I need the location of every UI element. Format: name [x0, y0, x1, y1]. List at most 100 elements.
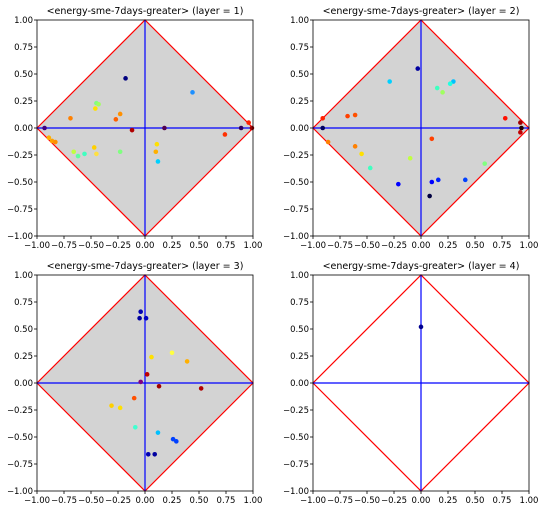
x-tick-label: 0.00 — [136, 496, 155, 506]
y-tick-label: 0.25 — [14, 97, 33, 107]
data-point — [238, 125, 244, 131]
y-tick-label: 0.00 — [290, 124, 309, 134]
data-point — [352, 112, 358, 118]
x-tick-label: 1.00 — [244, 496, 263, 506]
chart-title: <energy-sme-7days-greater> (layer = 3) — [47, 261, 244, 272]
y-tick-label: −0.75 — [283, 460, 309, 470]
x-tick-label: 0.50 — [466, 496, 485, 506]
data-point — [138, 379, 143, 385]
x-tick-label: 0.25 — [439, 241, 458, 251]
data-point — [429, 136, 435, 142]
y-tick-label: −0.50 — [7, 433, 33, 443]
x-tick-label: −1.00 — [24, 496, 50, 506]
y-tick-label: −1.00 — [283, 487, 309, 497]
y-tick-label: −1.00 — [7, 232, 33, 242]
y-tick-label: 0.50 — [290, 325, 309, 335]
data-point — [71, 149, 77, 155]
y-tick-label: 0.50 — [14, 325, 33, 335]
data-point — [440, 90, 445, 95]
data-point — [145, 451, 151, 457]
data-point — [138, 309, 143, 315]
data-point — [184, 359, 190, 364]
y-tick-label: 0.75 — [14, 43, 33, 53]
data-point — [190, 90, 195, 95]
data-point — [109, 403, 114, 408]
data-point — [96, 101, 101, 107]
chart-panel-layer-3: −1.00 −0.75 −0.50 −0.25 0.00 0.25 0.50 0.75 1.00… — [7, 261, 263, 506]
x-tick-label: −0.25 — [105, 241, 131, 251]
x-tick-label: 0.75 — [493, 241, 512, 251]
data-point — [144, 372, 150, 377]
x-tick-label: 1.00 — [520, 496, 539, 506]
y-tick-label: 0.75 — [290, 298, 309, 308]
x-tick-label: −0.50 — [354, 496, 380, 506]
data-point — [117, 405, 123, 411]
data-point — [345, 113, 350, 119]
x-tick-label: 0.00 — [136, 241, 155, 251]
data-point — [129, 127, 135, 133]
data-point — [143, 315, 149, 321]
y-tick-label: 0.00 — [14, 124, 33, 134]
y-tick-label: −0.50 — [7, 178, 33, 188]
data-point — [352, 144, 358, 149]
data-point — [415, 66, 421, 71]
y-tick-label: 0.25 — [14, 352, 33, 362]
x-tick-label: 0.00 — [412, 241, 431, 251]
chart-panel-layer-1: −1.00 −0.75 −0.50 −0.25 0.00 0.25 0.50 0.75 1.00… — [7, 6, 263, 251]
data-point — [117, 111, 123, 117]
chart-title: <energy-sme-7days-greater> (layer = 4) — [323, 261, 520, 272]
x-tick-label: −0.50 — [354, 241, 380, 251]
x-tick-label: 0.25 — [163, 496, 182, 506]
data-point — [320, 125, 326, 131]
chart-panel-layer-2: −1.00 −0.75 −0.50 −0.25 0.00 0.25 0.50 0.75 1.00… — [283, 6, 539, 251]
x-tick-label: 1.00 — [520, 241, 539, 251]
x-tick-label: 0.25 — [439, 496, 458, 506]
data-point — [367, 165, 373, 171]
data-point — [518, 130, 523, 135]
data-point — [46, 135, 52, 141]
x-tick-label: −0.75 — [51, 496, 77, 506]
data-point — [325, 139, 331, 145]
x-tick-label: −1.00 — [300, 496, 326, 506]
data-point — [359, 151, 364, 157]
x-tick-label: 0.75 — [217, 496, 236, 506]
data-point — [75, 153, 81, 159]
y-tick-label: 1.00 — [14, 271, 33, 281]
x-tick-label: −0.50 — [78, 496, 104, 506]
data-point — [407, 155, 413, 161]
x-tick-label: 0.75 — [493, 496, 512, 506]
chart-panel-layer-4: −1.00 −0.75 −0.50 −0.25 0.00 0.25 0.50 0.75 1.00… — [283, 261, 539, 506]
y-tick-label: 0.50 — [290, 70, 309, 80]
y-tick-label: −0.25 — [7, 406, 33, 416]
chart-title: <energy-sme-7days-greater> (layer = 1) — [47, 6, 244, 17]
data-point — [434, 85, 440, 91]
data-point — [117, 149, 123, 155]
data-point — [93, 106, 98, 111]
data-point — [132, 424, 138, 430]
data-point — [170, 436, 176, 442]
data-point — [155, 159, 161, 164]
data-point — [82, 151, 87, 157]
data-point — [113, 117, 119, 122]
y-tick-label: −0.25 — [283, 406, 309, 416]
x-tick-label: −1.00 — [300, 241, 326, 251]
data-point — [447, 81, 453, 87]
x-tick-label: 0.00 — [412, 496, 431, 506]
y-tick-label: 0.00 — [290, 379, 309, 389]
data-point — [246, 120, 251, 125]
y-tick-label: −1.00 — [7, 487, 33, 497]
data-point — [156, 383, 162, 389]
x-tick-label: 0.25 — [163, 241, 182, 251]
data-point — [427, 193, 432, 199]
data-point — [518, 120, 523, 125]
x-tick-label: −1.00 — [24, 241, 50, 251]
data-point — [502, 115, 508, 121]
y-tick-label: −0.50 — [283, 433, 309, 443]
data-point — [137, 315, 142, 321]
data-point — [153, 149, 159, 155]
x-tick-label: −0.75 — [327, 241, 353, 251]
y-tick-label: −0.25 — [7, 151, 33, 161]
y-tick-label: −0.75 — [283, 205, 309, 215]
data-point — [387, 79, 392, 84]
